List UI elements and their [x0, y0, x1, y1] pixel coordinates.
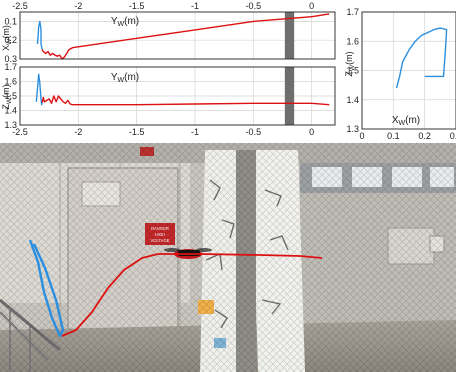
chart2-y-tick-label: 1.3	[4, 120, 17, 130]
chart3-x-tick-label: 0.1	[387, 131, 400, 141]
chart3-y-tick-label: 1.7	[346, 7, 359, 17]
chart1-red-series-line	[41, 13, 330, 60]
chart1-y-tick-label: 0.2	[4, 35, 17, 45]
chart3-axes-frame	[361, 11, 456, 130]
chart2-x-tick-label: -1.5	[129, 127, 145, 137]
chart2-y-tick-label: 1.6	[4, 77, 17, 87]
chart-zw-vs-xw: 00.10.20.31.31.41.51.61.7 XW(m) ZW(m)	[344, 7, 456, 141]
photo-safety-net	[0, 143, 456, 372]
chart2-red-series-line	[41, 95, 330, 106]
chart-area	[0, 0, 456, 143]
chart2-x-tick-label: 0	[309, 127, 314, 137]
chart1-y-tick-label: 0.3	[4, 54, 17, 64]
chart2-x-tick-label: -0.5	[246, 127, 262, 137]
chart1-obstacle-band	[284, 12, 295, 59]
chart1-x-tick-label: -2.5	[12, 1, 28, 11]
chart1-x-tick-label: -0.5	[246, 1, 262, 11]
chart1-x-tick-label: 0	[309, 1, 314, 11]
chart2-axes-frame	[19, 66, 336, 126]
chart2-y-tick-label: 1.4	[4, 106, 17, 116]
chart1-x-tick-label: -1.5	[129, 1, 145, 11]
chart2-obstacle-band	[284, 67, 295, 125]
chart-xw-vs-yw: -2.5 -2 -1.5 -1 -0.5 00.10.20.3 YW(m) XW(m)	[1, 1, 336, 64]
chart2-y-tick-label: 1.5	[4, 91, 17, 101]
chart3-y-tick-label: 1.5	[346, 66, 359, 76]
chart2-x-tick-label: -2	[74, 127, 82, 137]
chart2-x-tick-label: -2.5	[12, 127, 28, 137]
chart3-y-tick-label: 1.6	[346, 36, 359, 46]
photo-blue-trajectory	[28, 239, 65, 338]
chart1-x-axis-label: YW(m)	[111, 16, 139, 28]
chart3-y-tick-label: 1.4	[346, 95, 359, 105]
chart2-x-axis-label: YW(m)	[111, 72, 139, 84]
chart1-axes-frame	[19, 11, 336, 60]
chart3-x-tick-label: 0.2	[418, 131, 431, 141]
chart3-x-tick-label: 0.3	[450, 131, 456, 141]
chart2-blue-series-line	[35, 73, 43, 106]
chart1-blue-series-line	[36, 20, 43, 50]
chart2-y-tick-label: 1.7	[4, 62, 17, 72]
chart3-y-tick-label: 1.3	[346, 124, 359, 134]
photo-red-trajectory	[61, 253, 323, 337]
chart3-x-axis-label: XW(m)	[392, 115, 420, 127]
chart1-x-tick-label: -1	[191, 1, 199, 11]
chart2-x-tick-label: -1	[191, 127, 199, 137]
chart3-blue-series-line	[395, 27, 448, 89]
chart-zw-vs-yw: -2.5 -2 -1.5 -1 -0.5 01.31.41.51.61.7 YW(m) Z…	[1, 62, 336, 137]
chart1-y-tick-label: 0.1	[4, 16, 17, 26]
photo-scene: DANGER HIGH VOLTAGE	[0, 143, 456, 372]
chart3-x-tick-label: 0	[359, 131, 364, 141]
chart1-x-tick-label: -2	[74, 1, 82, 11]
